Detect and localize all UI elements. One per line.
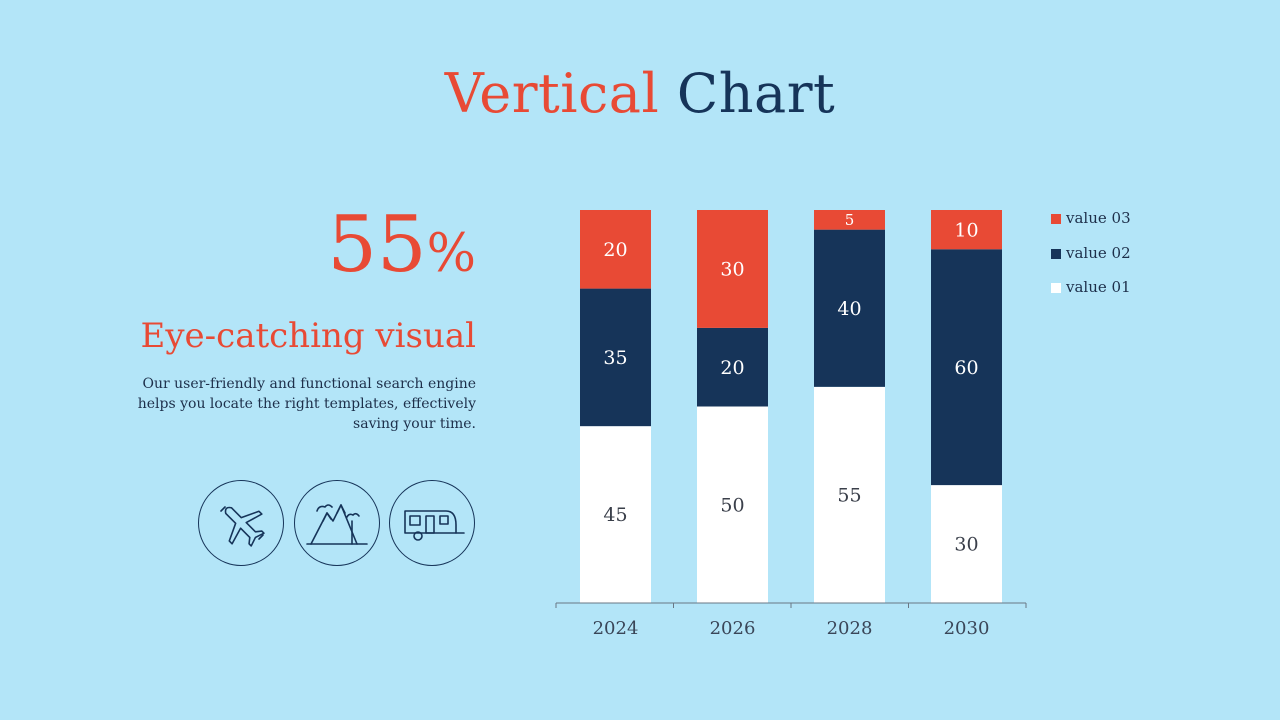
legend-label: value 03 [1066,209,1131,227]
big-percentage: 55% [327,206,476,284]
legend-swatch [1051,214,1061,224]
section-heading: Eye-catching visual [140,316,476,356]
x-tick-label: 2024 [593,618,639,639]
title-word-2: Chart [676,62,836,125]
data-label: 55 [837,485,861,507]
chart-legend: value 03 value 02 value 01 [1051,208,1131,312]
bar-segment [580,288,651,427]
legend-item: value 02 [1051,243,1131,278]
data-label: 30 [954,534,978,556]
title-word-1: Vertical [444,62,660,125]
bar-segment [814,229,885,387]
data-label: 20 [603,239,627,261]
bar-segment [697,327,768,407]
description-text: Our user-friendly and functional search … [137,376,476,432]
data-label: 5 [845,211,855,229]
data-label: 50 [720,494,744,516]
bar-segment [931,485,1002,603]
legend-swatch [1051,248,1061,259]
big-number: 55 [327,200,427,290]
x-tick-label: 2028 [827,618,873,639]
x-tick-label: 2026 [710,618,756,639]
bar-segment [931,210,1002,250]
data-label: 40 [837,298,861,320]
legend-swatch [1051,283,1061,293]
slide-title: Vertical Chart [0,62,1280,125]
percent-sign: % [426,224,476,284]
mountain-icon [294,480,380,566]
caravan-icon [389,480,475,566]
bar-segment [580,426,651,603]
legend-label: value 01 [1066,278,1131,296]
bar-segment [931,249,1002,486]
bar-segment [697,406,768,603]
legend-item: value 01 [1051,277,1131,312]
data-label: 30 [720,259,744,281]
x-tick-label: 2030 [944,618,990,639]
data-label: 20 [720,357,744,379]
bar-segment [814,386,885,603]
data-label: 45 [603,504,627,526]
data-label: 10 [954,219,978,241]
data-label: 60 [954,357,978,379]
airplane-icon [198,480,284,566]
legend-item: value 03 [1051,208,1131,243]
bar-segment [580,210,651,289]
data-label: 35 [603,347,627,369]
legend-label: value 02 [1066,243,1131,262]
bar-segment [814,210,885,230]
bar-segment [697,210,768,328]
